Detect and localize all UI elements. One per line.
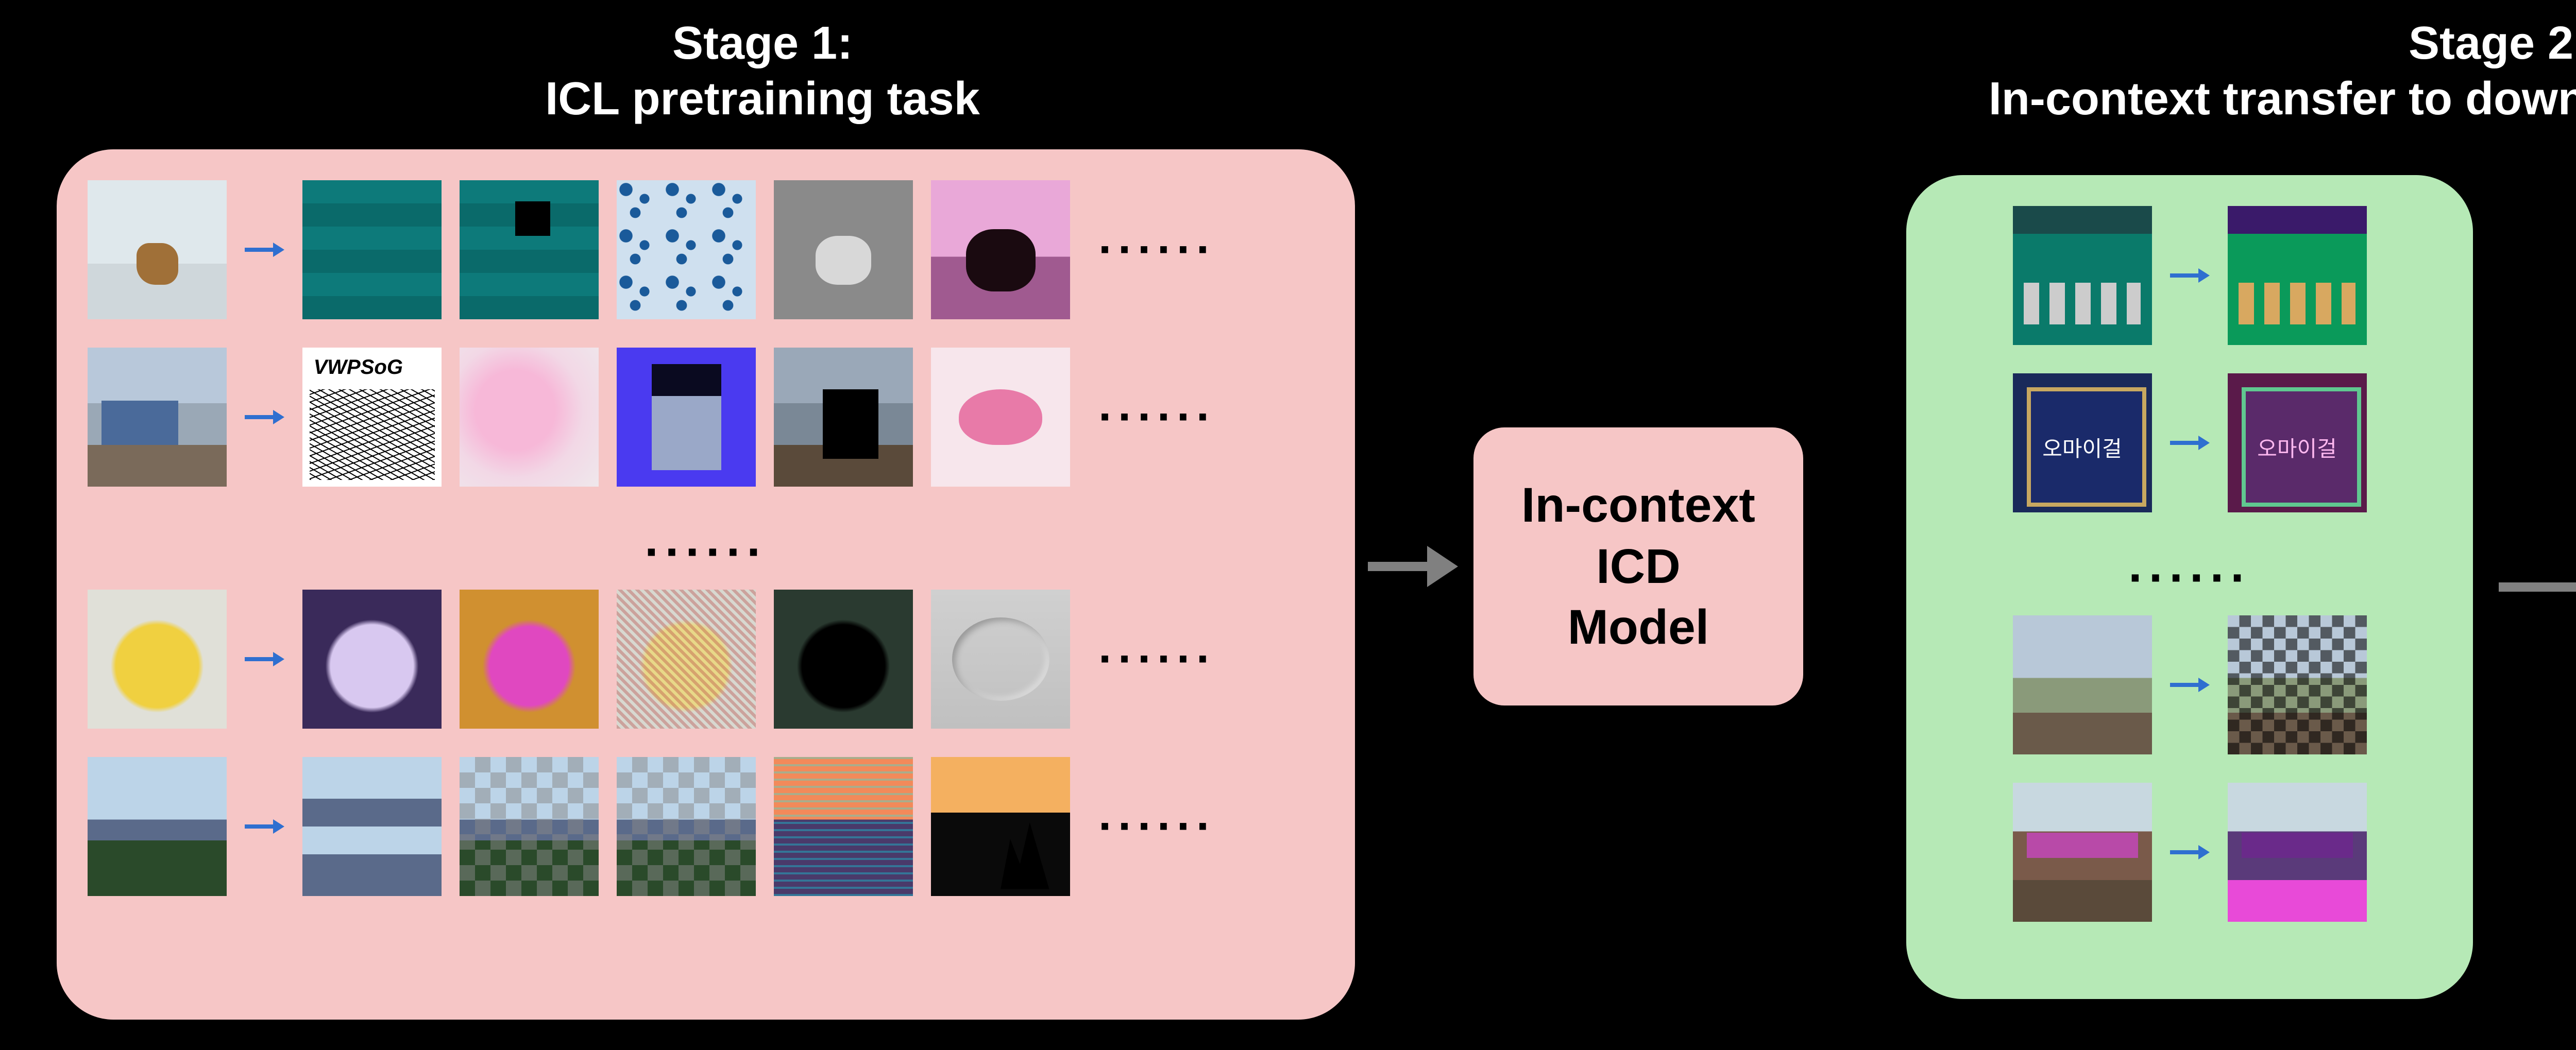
context-target-thumb bbox=[2228, 373, 2367, 512]
pretrain-target-thumb bbox=[617, 180, 756, 319]
transform-arrow-icon bbox=[245, 652, 284, 666]
stage1-header: Stage 1: ICL pretraining task bbox=[402, 15, 1123, 127]
pretrain-src-thumb bbox=[88, 348, 227, 487]
pretrain-target-thumb bbox=[931, 180, 1070, 319]
pretrain-target-thumb bbox=[617, 348, 756, 487]
transform-arrow-icon bbox=[2170, 845, 2210, 859]
ellipsis: ······ bbox=[1088, 223, 1216, 277]
context-ellipsis-row: ······ bbox=[1937, 541, 2442, 615]
context-row bbox=[1937, 206, 2442, 345]
pretrain-target-thumb bbox=[774, 590, 913, 729]
model-line2: ICD bbox=[1596, 536, 1681, 597]
pretrain-target-thumb bbox=[302, 590, 442, 729]
ellipsis: ······ bbox=[1088, 391, 1216, 444]
pretrain-target-thumb bbox=[931, 348, 1070, 487]
transform-arrow-icon bbox=[2170, 268, 2210, 283]
stage2-line2: In-context transfer to downstream corrup… bbox=[1958, 71, 2576, 127]
pretrain-src-thumb bbox=[88, 180, 227, 319]
pretrain-target-thumb bbox=[460, 180, 599, 319]
transform-arrow-icon bbox=[245, 410, 284, 424]
arrow-context-to-output bbox=[2499, 566, 2576, 608]
model-line3: Model bbox=[1568, 597, 1709, 658]
pretrain-panel: ······ ······ ······ ······ ······ bbox=[57, 149, 1355, 1020]
model-line1: In-context bbox=[1521, 475, 1755, 536]
pretrain-target-thumb bbox=[617, 757, 756, 896]
pretrain-row: ······ bbox=[88, 180, 1324, 319]
context-target-thumb bbox=[2228, 206, 2367, 345]
transform-arrow-icon bbox=[245, 819, 284, 834]
pretrain-target-thumb bbox=[460, 348, 599, 487]
pretrain-target-thumb bbox=[774, 757, 913, 896]
context-row bbox=[1937, 615, 2442, 754]
pretrain-target-thumb bbox=[774, 180, 913, 319]
pretrain-target-thumb bbox=[774, 348, 913, 487]
context-row bbox=[1937, 373, 2442, 512]
stage1-line1: Stage 1: bbox=[402, 15, 1123, 71]
pretrain-target-thumb bbox=[460, 757, 599, 896]
context-target-thumb bbox=[2228, 783, 2367, 922]
transform-arrow-icon bbox=[2170, 678, 2210, 692]
pretrain-row: ······ bbox=[88, 348, 1324, 487]
context-src-thumb bbox=[2013, 783, 2152, 922]
model-box: In-context ICD Model bbox=[1473, 427, 1803, 705]
stage2-header: Stage 2: In-context transfer to downstre… bbox=[1958, 15, 2576, 127]
pretrain-target-thumb bbox=[302, 180, 442, 319]
context-row bbox=[1937, 783, 2442, 922]
pretrain-ellipsis-row: ······ bbox=[88, 515, 1324, 590]
context-panel: ······ bbox=[1906, 175, 2473, 999]
pretrain-src-thumb bbox=[88, 757, 227, 896]
pretrain-target-thumb bbox=[302, 348, 442, 487]
pretrain-target-thumb bbox=[931, 590, 1070, 729]
pretrain-target-thumb bbox=[931, 757, 1070, 896]
ellipsis: ······ bbox=[1088, 633, 1216, 686]
context-target-thumb bbox=[2228, 615, 2367, 754]
arrow-pretrain-to-model bbox=[1368, 546, 1458, 587]
pretrain-target-thumb bbox=[302, 757, 442, 896]
ellipsis: ······ bbox=[1088, 800, 1216, 853]
stage1-line2: ICL pretraining task bbox=[402, 71, 1123, 127]
pretrain-target-thumb bbox=[460, 590, 599, 729]
context-src-thumb bbox=[2013, 206, 2152, 345]
pretrain-target-thumb bbox=[617, 590, 756, 729]
context-src-thumb bbox=[2013, 615, 2152, 754]
transform-arrow-icon bbox=[2170, 436, 2210, 450]
stage2-line1: Stage 2: bbox=[1958, 15, 2576, 71]
context-src-thumb bbox=[2013, 373, 2152, 512]
pretrain-src-thumb bbox=[88, 590, 227, 729]
transform-arrow-icon bbox=[245, 243, 284, 257]
pretrain-row: ······ bbox=[88, 590, 1324, 729]
pretrain-row: ······ bbox=[88, 757, 1324, 896]
